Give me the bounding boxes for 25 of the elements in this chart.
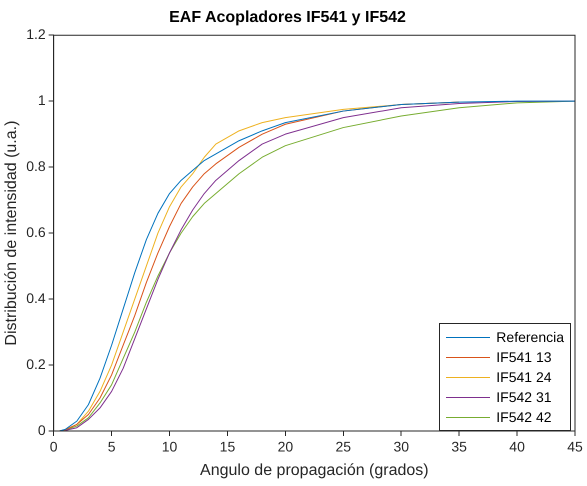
x-tick-label: 45 (567, 438, 583, 454)
x-tick-label: 25 (336, 438, 352, 454)
x-tick-label: 35 (451, 438, 468, 454)
y-tick-label: 0.2 (26, 356, 46, 372)
legend-label: IF541 24 (496, 369, 552, 385)
x-axis-title: Angulo de propagación (grados) (200, 462, 429, 479)
legend-label: Referencia (496, 329, 564, 345)
y-tick-label: 0.4 (26, 290, 46, 306)
legend-label: IF541 13 (496, 349, 552, 365)
x-tick-label: 10 (162, 438, 178, 454)
y-tick-label: 1 (38, 92, 46, 108)
x-tick-label: 20 (278, 438, 294, 454)
chart-title: EAF Acopladores IF541 y IF542 (169, 9, 406, 26)
x-tick-label: 30 (393, 438, 410, 454)
y-tick-label: 0.8 (26, 158, 46, 174)
y-tick-label: 0.6 (26, 224, 46, 240)
y-tick-label: 0 (38, 422, 46, 438)
legend-label: IF542 31 (496, 389, 552, 405)
y-tick-label: 1.2 (26, 26, 46, 42)
x-tick-label: 0 (50, 438, 58, 454)
x-tick-label: 5 (108, 438, 116, 454)
x-tick-label: 15 (220, 438, 236, 454)
y-axis-title: Distribución de intensidad (u.a.) (3, 120, 20, 346)
legend-label: IF542 42 (496, 409, 552, 425)
x-tick-label: 40 (509, 438, 526, 454)
